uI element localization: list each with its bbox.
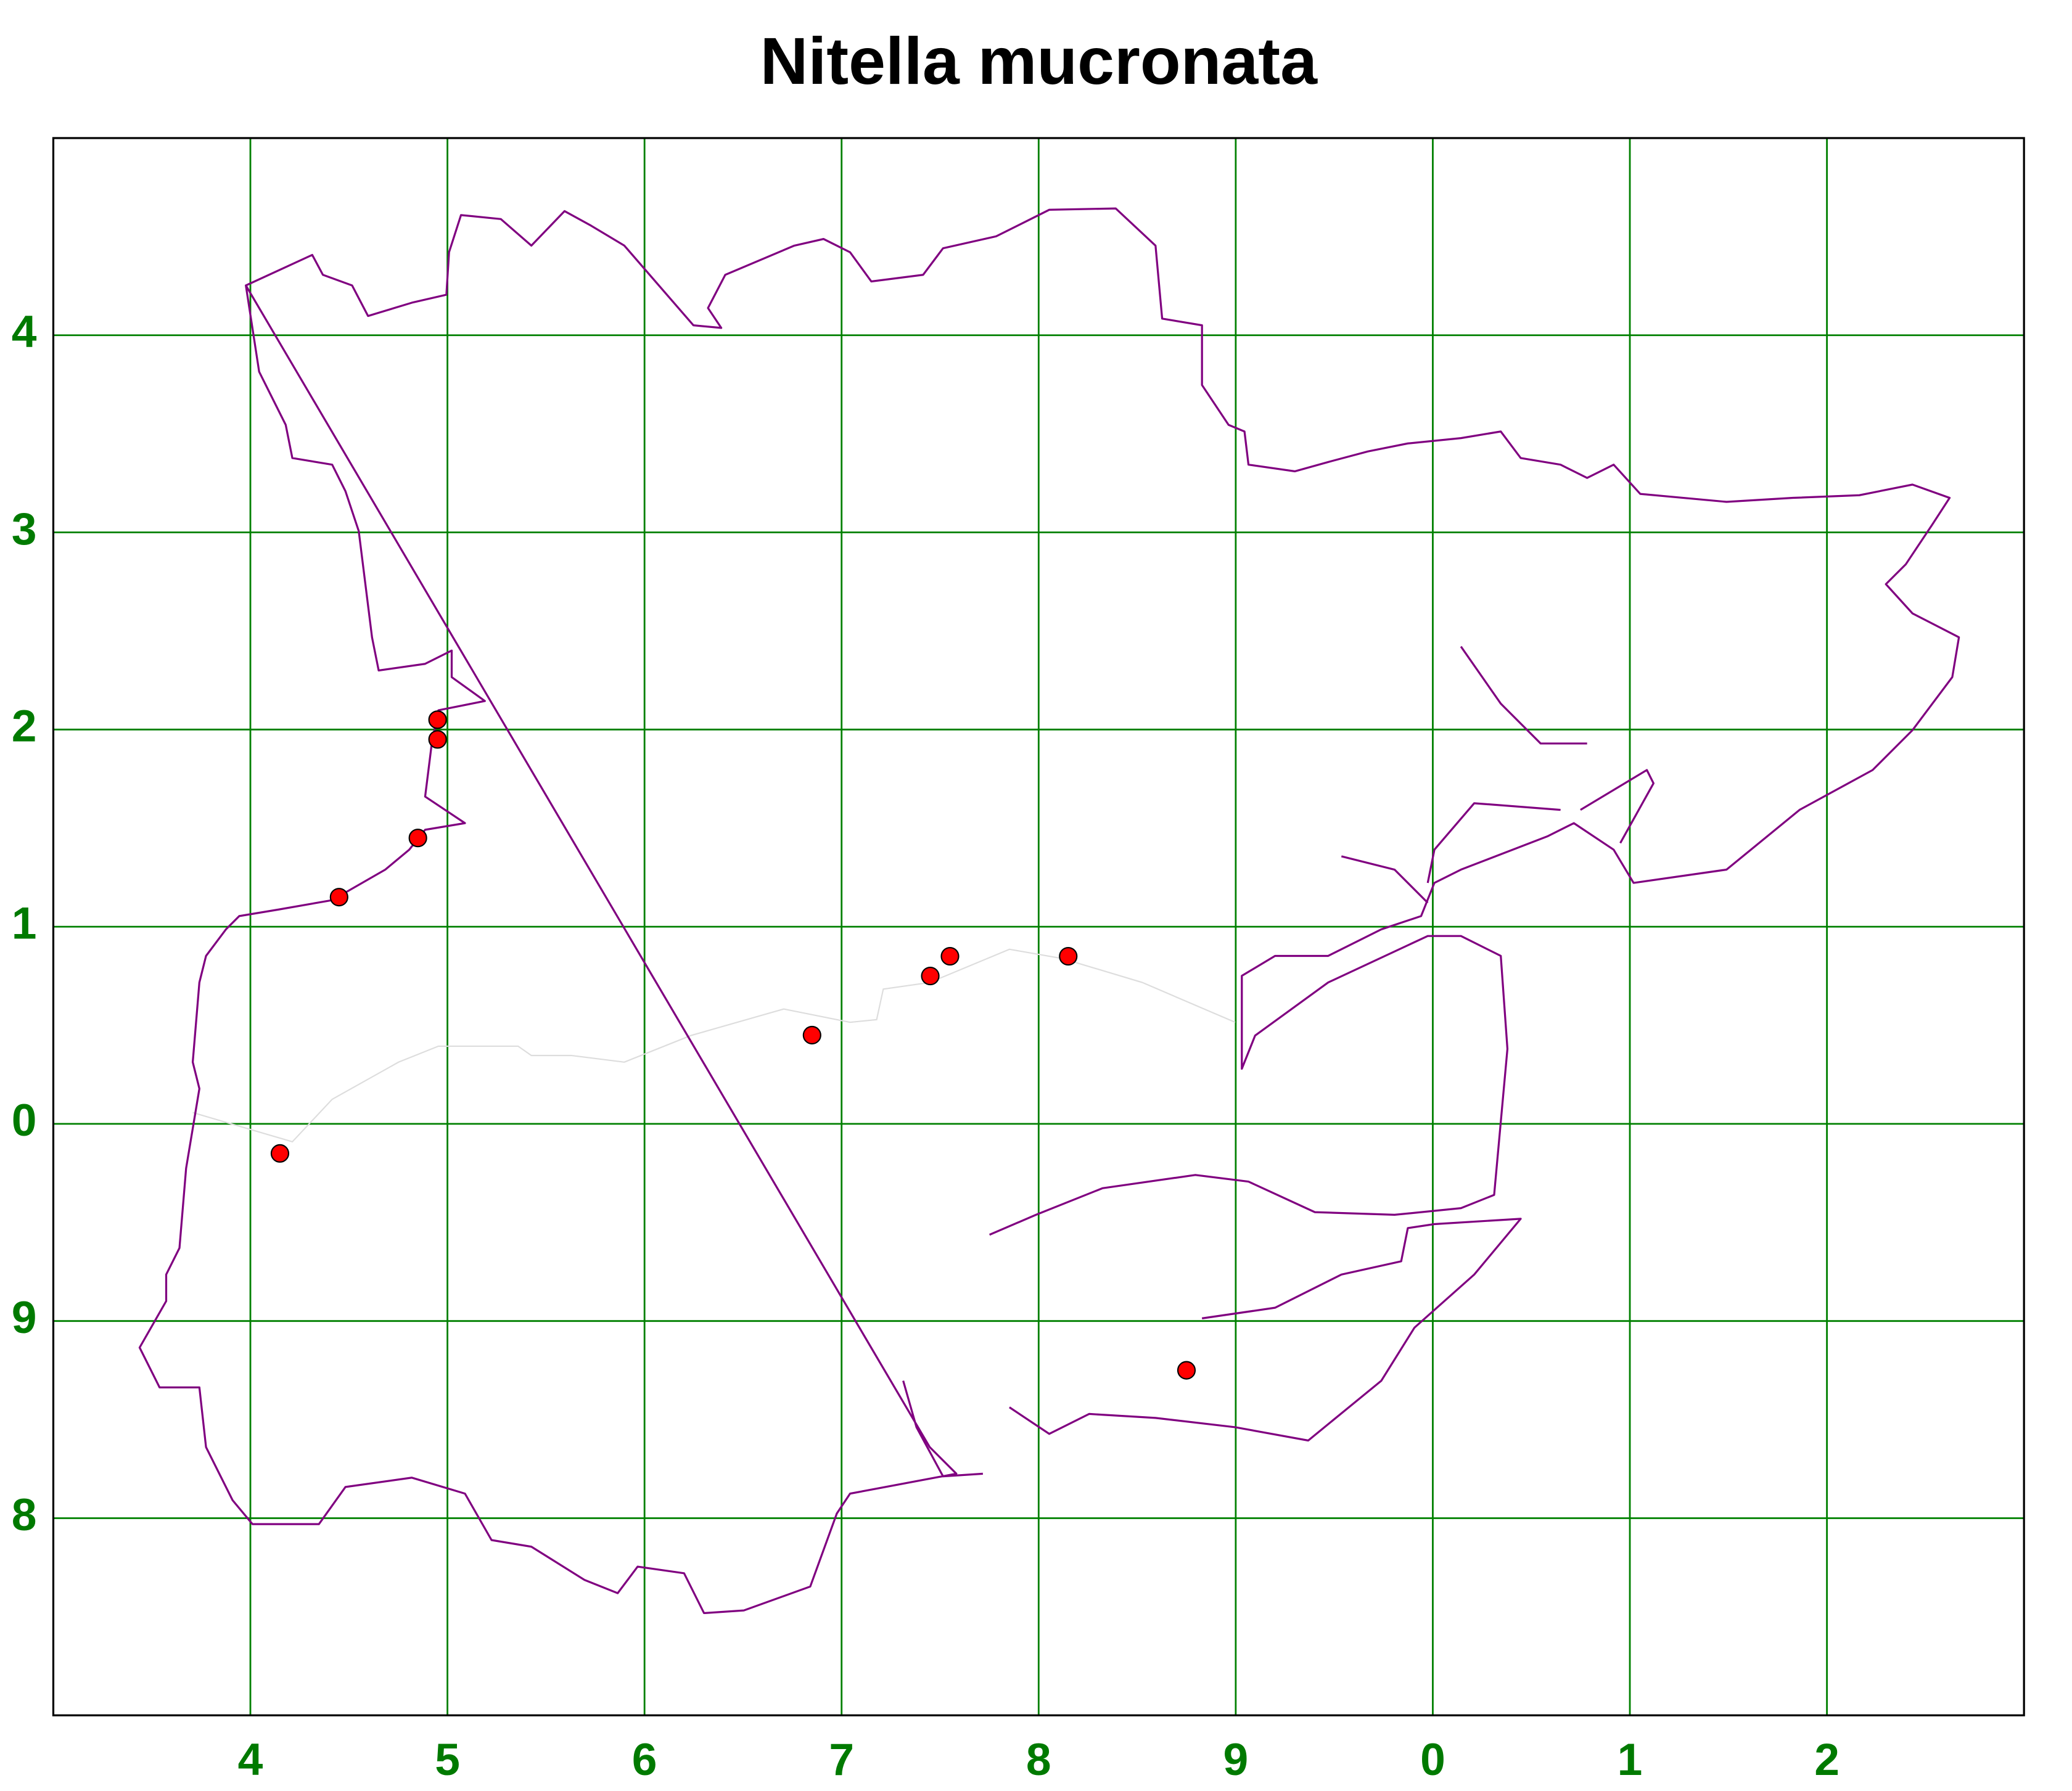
grid (53, 137, 2025, 1716)
y-tick-label: 4 (12, 306, 37, 357)
records (270, 710, 1196, 1380)
y-tick-label: 0 (12, 1095, 37, 1146)
record-point (428, 710, 447, 729)
x-tick-label: 2 (1814, 1734, 1840, 1785)
y-tick-label: 2 (12, 701, 37, 752)
record-point (940, 946, 960, 966)
record-point (802, 1025, 821, 1045)
x-tick-label: 7 (829, 1734, 854, 1785)
record-point (408, 829, 427, 848)
y-tick-label: 3 (12, 504, 37, 554)
y-tick-label: 1 (12, 898, 37, 948)
coastline (138, 207, 1960, 1615)
map-title: Nitella mucronata (760, 24, 1318, 98)
record-point (1177, 1361, 1196, 1380)
record-point (921, 966, 940, 986)
x-tick-label: 4 (238, 1734, 263, 1785)
x-tick-label: 6 (632, 1734, 657, 1785)
boundary-line (192, 948, 1236, 1143)
x-tick-label: 9 (1223, 1734, 1249, 1785)
record-point (270, 1144, 290, 1163)
y-tick-label: 8 (12, 1490, 37, 1540)
record-point (1059, 946, 1078, 966)
record-point (428, 730, 447, 749)
x-tick-label: 8 (1026, 1734, 1051, 1785)
record-point (329, 888, 348, 907)
frame (52, 137, 2025, 1716)
x-tick-label: 5 (435, 1734, 460, 1785)
x-tick-label: 0 (1420, 1734, 1445, 1785)
x-tick-label: 1 (1618, 1734, 1643, 1785)
y-tick-label: 9 (12, 1292, 37, 1343)
